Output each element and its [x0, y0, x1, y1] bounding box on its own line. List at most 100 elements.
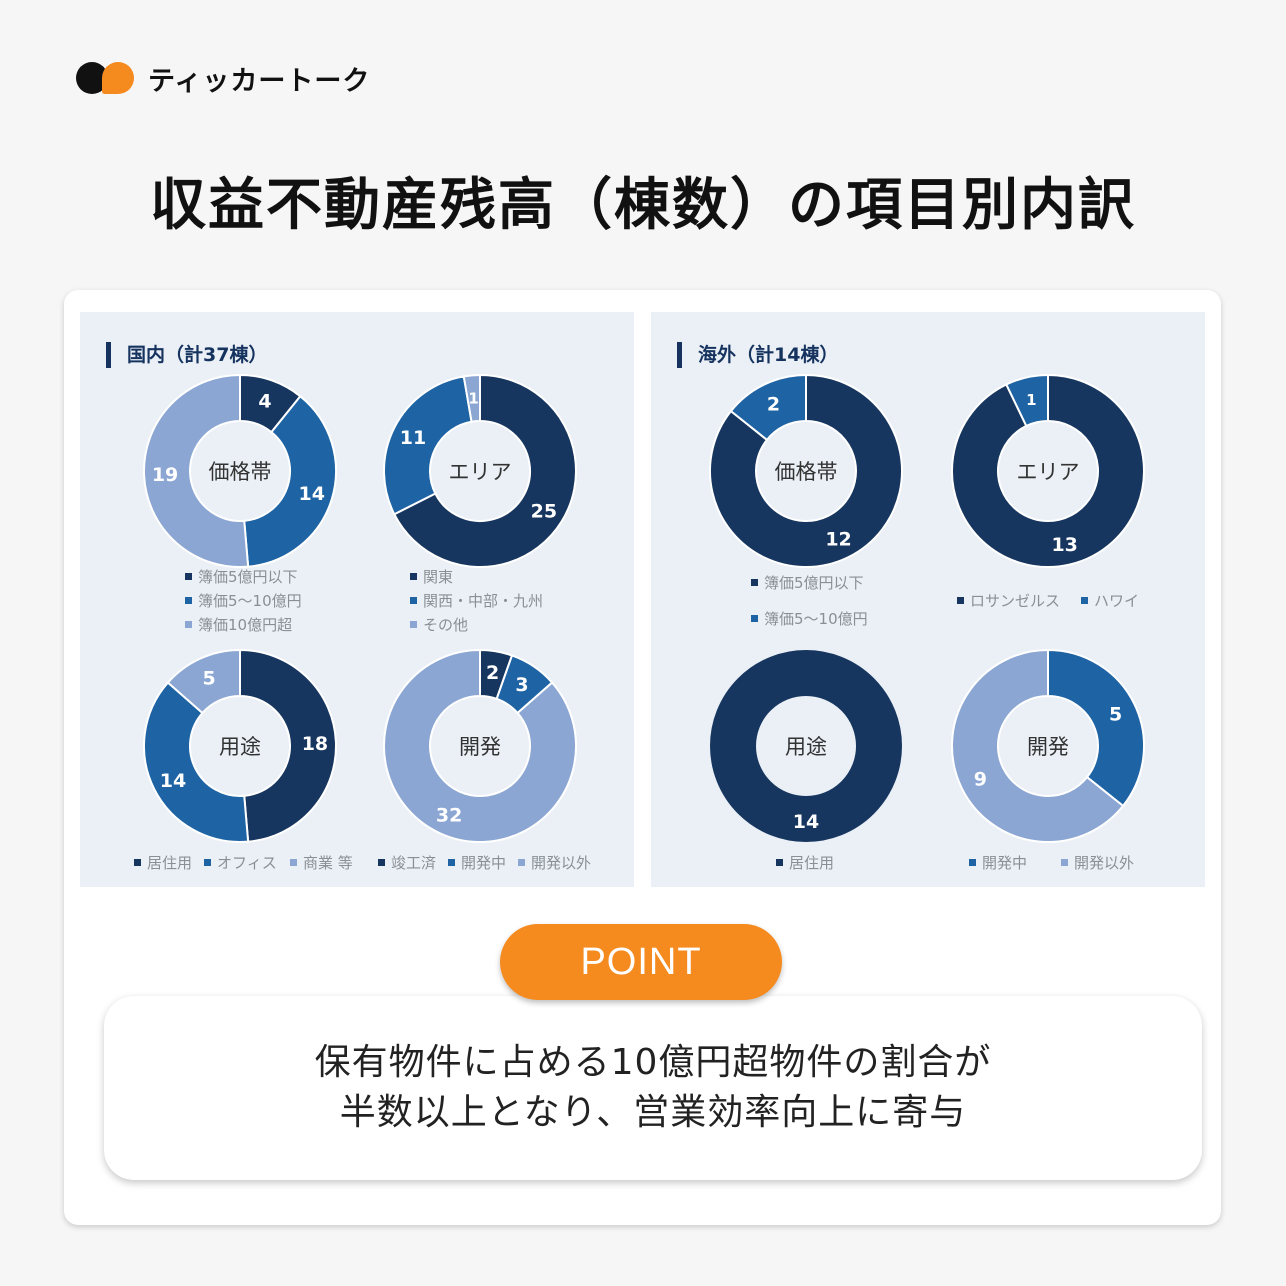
brand-logo: ティッカートーク	[76, 60, 371, 97]
slice-value-label: 5	[202, 668, 215, 690]
donut-slice	[710, 650, 902, 842]
legend-swatch	[378, 859, 385, 866]
slice-value-label: 9	[974, 769, 987, 791]
legend-swatch	[448, 859, 455, 866]
legend-label: 商業 等	[303, 854, 353, 872]
legend-swatch	[185, 573, 192, 580]
point-box: 保有物件に占める10億円超物件の割合が 半数以上となり、営業効率向上に寄与	[104, 996, 1202, 1180]
slice-value-label: 14	[160, 770, 186, 792]
legend-label: 開発以外	[1074, 854, 1134, 872]
legend-label: 居住用	[789, 854, 834, 872]
donut-slice	[462, 373, 481, 423]
legend-label: 開発中	[461, 854, 506, 872]
legend-label: 開発以外	[531, 854, 591, 872]
legend-label: その他	[423, 616, 468, 634]
legend-label: 関西・中部・九州	[423, 592, 543, 610]
slice-value-label: 3	[515, 674, 528, 696]
legend-swatch	[185, 621, 192, 628]
slice-value-label: 32	[436, 804, 462, 826]
donut-slice	[166, 648, 241, 715]
legend-label: 簿価5億円以下	[764, 574, 864, 592]
domestic-panel-header: 国内（計37棟）	[106, 342, 267, 368]
legend-swatch	[410, 597, 417, 604]
legend-swatch	[957, 597, 964, 604]
slice-value-label: 14	[298, 483, 324, 505]
legend-swatch	[185, 597, 192, 604]
donut-slice	[143, 681, 250, 843]
point-badge: POINT	[500, 924, 782, 1000]
slice-value-label: 19	[152, 464, 178, 486]
legend-swatch	[204, 859, 211, 866]
donut-slice	[383, 375, 473, 516]
slice-value-label: 2	[486, 662, 499, 684]
donut-center-label: エリア	[1017, 460, 1080, 484]
slice-value-label: 13	[1051, 534, 1077, 556]
slice-value-label: 12	[825, 529, 851, 551]
slice-value-label: 18	[302, 733, 328, 755]
legend-label: ロサンゼルス	[970, 592, 1060, 610]
domestic-panel: 国内（計37棟） 4 14 19 価格帯簿価5億円以下 簿価5〜10億円 簿価10億円超 2…	[80, 312, 634, 887]
legend-label: 関東	[423, 568, 453, 586]
legend-swatch	[134, 859, 141, 866]
donut-slice	[392, 373, 577, 568]
donut-slice	[383, 648, 577, 843]
legend-label: 居住用	[147, 854, 192, 872]
legend-swatch	[410, 573, 417, 580]
slice-value-label: 4	[258, 390, 271, 412]
legend-label: 簿価5〜10億円	[764, 610, 868, 628]
donut-center-label: 用途	[785, 735, 827, 759]
donut-slice	[709, 373, 903, 568]
overseas-panel: 海外（計14棟） 12 2 価格帯簿価5億円以下 簿価5〜10億円 13 1 エリアロサンゼ…	[651, 312, 1205, 887]
donut-center-label: 価格帯	[775, 460, 838, 484]
donut-center-label: 価格帯	[209, 460, 272, 484]
donut-slice	[951, 648, 1125, 843]
donut-slice	[143, 373, 250, 568]
content-card: 国内（計37棟） 4 14 19 価格帯 簿価5億円以下 簿価5〜10億円 簿価10億円超 2…	[64, 290, 1221, 1225]
page-title: 収益不動産残高（棟数）の項目別内訳	[150, 173, 1136, 238]
donut-slice	[239, 648, 337, 843]
donut-slice	[1047, 648, 1145, 808]
legend-label: 竣工済	[391, 854, 436, 872]
donut-slice	[951, 373, 1145, 568]
legend-swatch	[969, 859, 976, 866]
legend-label: オフィス	[217, 854, 277, 872]
donut-center-label: 開発	[459, 735, 501, 759]
slice-value-label: 5	[1109, 703, 1122, 725]
donut-slice	[729, 373, 807, 442]
legend-swatch	[518, 859, 525, 866]
donut-center-label: エリア	[449, 460, 512, 484]
slice-value-label: 11	[400, 427, 426, 449]
slice-value-label: 1	[1026, 391, 1036, 409]
legend-label: 簿価5〜10億円	[198, 592, 302, 610]
brand-name: ティッカートーク	[148, 65, 371, 97]
overseas-panel-header: 海外（計14棟）	[677, 342, 838, 368]
legend-swatch	[1081, 597, 1088, 604]
point-line-1: 保有物件に占める10億円超物件の割合が	[314, 1042, 992, 1083]
donut-center-label: 開発	[1027, 735, 1069, 759]
slice-value-label: 25	[531, 500, 557, 522]
legend-label: 簿価10億円超	[198, 616, 292, 634]
legend-swatch	[776, 859, 783, 866]
slice-value-label: 14	[793, 811, 819, 833]
donut-center-label: 用途	[219, 735, 261, 759]
slice-value-label: 1	[468, 389, 478, 407]
point-line-2: 半数以上となり、営業効率向上に寄与	[339, 1092, 967, 1133]
slice-value-label: 2	[767, 393, 780, 415]
legend-swatch	[751, 579, 758, 586]
donut-slice	[243, 394, 337, 568]
legend-label: ハワイ	[1094, 592, 1139, 610]
legend-swatch	[410, 621, 417, 628]
legend-swatch	[290, 859, 297, 866]
legend-label: 簿価5億円以下	[198, 568, 298, 586]
legend-swatch	[1061, 859, 1068, 866]
